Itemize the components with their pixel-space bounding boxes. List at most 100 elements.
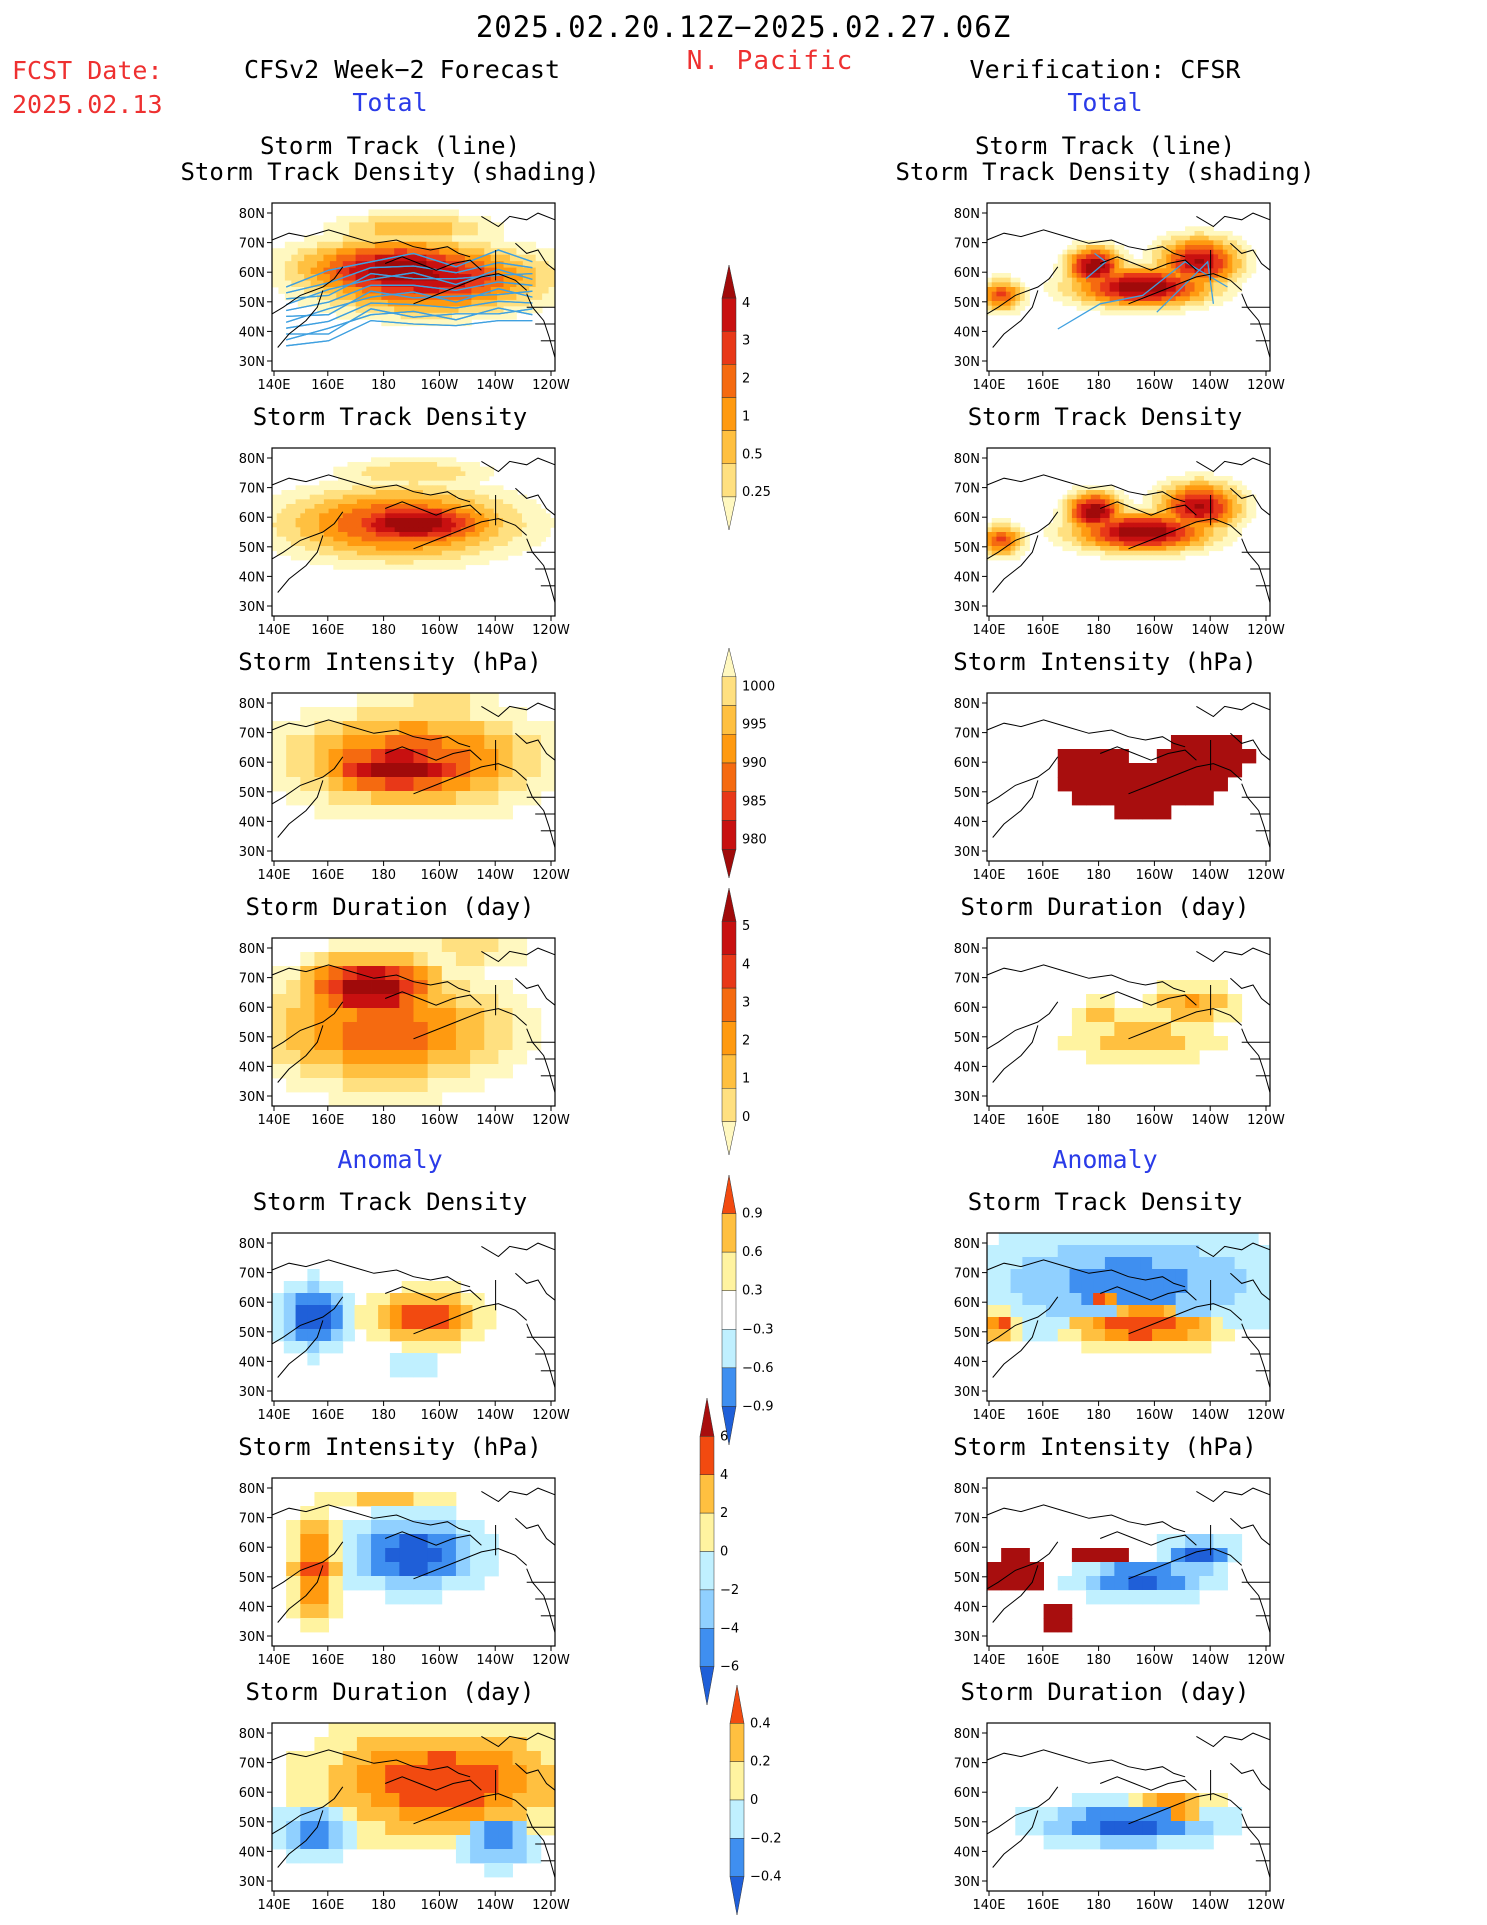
shade-cell bbox=[1045, 1317, 1059, 1330]
shade-cell bbox=[408, 494, 414, 500]
shade-cell bbox=[1175, 490, 1181, 496]
shade-cell bbox=[465, 527, 471, 533]
shade-cell bbox=[368, 248, 376, 256]
shade-cell bbox=[427, 1576, 443, 1591]
shade-cell bbox=[1213, 735, 1228, 750]
shade-cell bbox=[1123, 508, 1129, 514]
lat-label: 70N bbox=[239, 237, 265, 252]
shade-cell bbox=[1142, 1036, 1158, 1051]
shade-cell bbox=[394, 532, 400, 538]
shade-cell bbox=[1001, 282, 1007, 288]
shade-cell bbox=[1185, 287, 1191, 293]
shade-cell bbox=[470, 462, 476, 468]
shade-cell bbox=[439, 306, 447, 314]
shade-cell bbox=[352, 546, 358, 552]
shade-cell bbox=[441, 1723, 457, 1738]
shade-cell bbox=[297, 274, 305, 281]
shade-cell bbox=[1232, 249, 1238, 255]
shade-cell bbox=[385, 536, 391, 542]
shade-cell bbox=[1170, 235, 1177, 241]
shade-cell bbox=[329, 261, 337, 269]
shade-cell bbox=[452, 306, 459, 314]
shade-cell bbox=[304, 248, 311, 256]
shade-cell bbox=[531, 508, 537, 514]
shade-cell bbox=[542, 248, 549, 256]
shade-cell bbox=[1128, 763, 1144, 778]
shade-cell bbox=[399, 735, 414, 750]
shade-cell bbox=[1189, 532, 1195, 538]
shade-cell bbox=[349, 235, 357, 243]
shade-cell bbox=[399, 805, 414, 820]
lon-label: 160E bbox=[1026, 1653, 1059, 1668]
shade-cell bbox=[1001, 277, 1007, 283]
shade-cell bbox=[1246, 490, 1252, 496]
shade-cell bbox=[1203, 527, 1210, 533]
lon-label: 140E bbox=[972, 1408, 1005, 1423]
shade-cell bbox=[310, 248, 318, 256]
shade-cell bbox=[452, 293, 459, 301]
shade-cell bbox=[1100, 277, 1106, 283]
shade-cell bbox=[1185, 1835, 1200, 1850]
shade-cell bbox=[1234, 1281, 1247, 1294]
shade-cell bbox=[399, 504, 405, 510]
shade-cell bbox=[371, 550, 377, 556]
shade-cell bbox=[479, 541, 485, 547]
shade-cell bbox=[1187, 1245, 1200, 1258]
shade-cell bbox=[1067, 277, 1073, 283]
shade-cell bbox=[484, 938, 499, 953]
shade-cell bbox=[295, 1341, 308, 1354]
shade-cell bbox=[336, 222, 344, 230]
shade-cell bbox=[1161, 494, 1167, 500]
shade-cell bbox=[286, 1821, 301, 1836]
shade-cell bbox=[512, 1765, 528, 1780]
shade-cell bbox=[1152, 1305, 1165, 1318]
lon-label: 160W bbox=[421, 868, 459, 883]
shade-cell bbox=[460, 560, 466, 566]
shade-cell bbox=[470, 555, 476, 561]
shade-cell bbox=[1104, 291, 1111, 297]
shade-cell bbox=[437, 476, 443, 482]
shade-cell bbox=[1156, 282, 1162, 288]
shade-cell bbox=[437, 508, 443, 514]
shade-cell bbox=[381, 312, 389, 320]
panel-title-duration-anom-v: Storm Duration (day) bbox=[960, 1678, 1250, 1706]
shade-cell bbox=[272, 1050, 287, 1065]
shade-cell bbox=[474, 555, 480, 561]
shade-cell bbox=[323, 555, 329, 561]
shade-cell bbox=[512, 1008, 528, 1023]
shade-cell bbox=[401, 1293, 414, 1306]
shade-cell bbox=[1152, 1245, 1165, 1258]
shade-cell bbox=[470, 1821, 485, 1836]
shade-cell bbox=[1175, 240, 1181, 246]
colorbar-segment bbox=[721, 647, 737, 677]
shade-cell bbox=[328, 1548, 344, 1563]
shade-cell bbox=[488, 499, 495, 505]
shade-cell bbox=[498, 1064, 513, 1079]
shade-cell bbox=[512, 735, 528, 750]
shade-cell bbox=[375, 527, 381, 533]
shade-cell bbox=[381, 293, 389, 301]
shade-cell bbox=[439, 319, 447, 327]
shade-cell bbox=[381, 267, 389, 275]
shade-cell bbox=[1161, 480, 1167, 486]
shade-cell bbox=[300, 1534, 315, 1549]
shade-cell bbox=[441, 721, 457, 736]
shade-cell bbox=[399, 536, 405, 542]
shade-cell bbox=[314, 994, 329, 1009]
shade-cell bbox=[445, 306, 453, 314]
shade-cell bbox=[996, 527, 1002, 533]
shade-cell bbox=[451, 536, 457, 542]
shade-cell bbox=[323, 490, 329, 496]
coastline bbox=[271, 1504, 471, 1533]
shade-cell bbox=[464, 261, 472, 269]
lat-label: 40N bbox=[239, 1600, 265, 1615]
coastline bbox=[1128, 1793, 1243, 1825]
shade-cell bbox=[1189, 490, 1195, 496]
shade-cell bbox=[328, 1036, 344, 1051]
shade-cell bbox=[471, 228, 479, 236]
shade-cell bbox=[349, 299, 357, 307]
shade-cell bbox=[1208, 268, 1214, 274]
lon-label: 140W bbox=[1191, 623, 1229, 638]
shade-cell bbox=[474, 527, 480, 533]
shade-cell bbox=[1241, 268, 1247, 274]
